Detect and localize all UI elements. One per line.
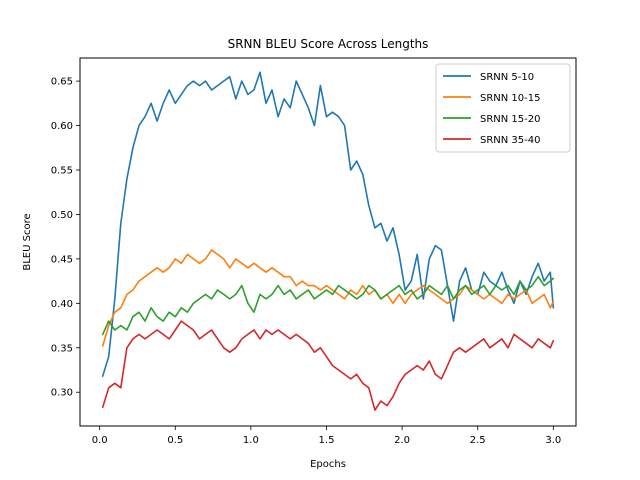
- legend-label-4: SRNN 35-40: [480, 135, 541, 146]
- series-layer: [101, 71, 555, 411]
- y-axis-label: BLEU Score: [22, 213, 33, 270]
- y-tick-label: 0.65: [51, 77, 73, 88]
- y-tick-label: 0.30: [51, 388, 73, 399]
- x-axis: 0.0 0.5 1.0 1.5 2.0 2.5 3.0: [92, 426, 561, 446]
- legend-label-3: SRNN 15-20: [480, 114, 541, 125]
- x-tick-label: 0.0: [92, 435, 108, 446]
- legend-label-1: SRNN 5-10: [480, 72, 534, 83]
- series-line-3: [101, 275, 555, 336]
- series-line-1: [101, 71, 555, 378]
- y-tick-label: 0.55: [51, 166, 73, 177]
- x-axis-label: Epochs: [310, 459, 346, 470]
- legend-label-2: SRNN 10-15: [480, 93, 541, 104]
- x-tick-label: 3.0: [545, 435, 561, 446]
- x-tick-label: 1.5: [319, 435, 335, 446]
- y-tick-label: 0.40: [51, 299, 73, 310]
- plot-frame: [79, 57, 577, 427]
- chart-title: SRNN BLEU Score Across Lengths: [228, 37, 429, 51]
- x-tick-label: 2.0: [394, 435, 410, 446]
- x-tick-label: 0.5: [167, 435, 183, 446]
- y-tick-label: 0.45: [51, 254, 73, 265]
- x-tick-label: 1.0: [243, 435, 259, 446]
- y-tick-label: 0.60: [51, 121, 73, 132]
- series-line-4: [101, 320, 555, 411]
- y-tick-label: 0.35: [51, 343, 73, 354]
- series-line-2: [101, 249, 555, 347]
- y-axis: 0.30 0.35 0.40 0.45 0.50 0.55 0.60 0.65: [51, 77, 80, 399]
- y-tick-label: 0.50: [51, 210, 73, 221]
- legend-box: [435, 63, 571, 153]
- x-tick-label: 2.5: [470, 435, 486, 446]
- legend: SRNN 5-10 SRNN 10-15 SRNN 15-20 SRNN 35-40: [435, 63, 571, 153]
